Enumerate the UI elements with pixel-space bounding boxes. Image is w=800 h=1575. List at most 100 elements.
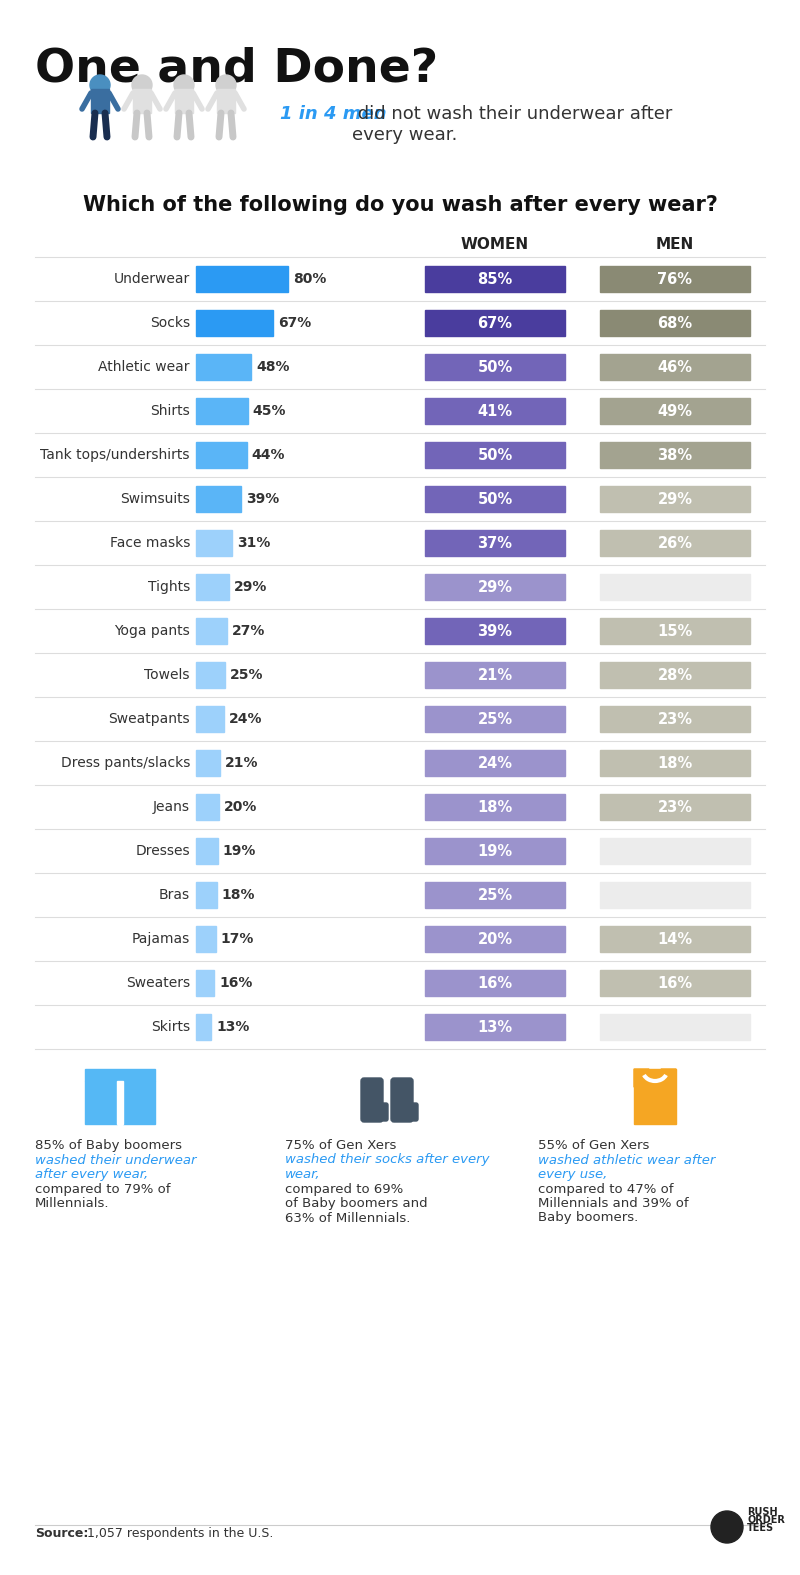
- Text: 25%: 25%: [230, 668, 263, 682]
- Bar: [425, 529, 565, 556]
- Text: 63% of Millennials.: 63% of Millennials.: [285, 1211, 410, 1224]
- Text: 67%: 67%: [478, 315, 513, 331]
- Text: 25%: 25%: [478, 887, 513, 902]
- Text: Underwear: Underwear: [114, 272, 190, 287]
- Text: 20%: 20%: [478, 931, 513, 947]
- Text: Athletic wear: Athletic wear: [98, 361, 190, 373]
- Text: R: R: [721, 1520, 733, 1534]
- Text: 50%: 50%: [478, 359, 513, 375]
- Text: 20%: 20%: [224, 800, 258, 814]
- Text: did not wash their underwear after
every wear.: did not wash their underwear after every…: [352, 106, 672, 143]
- Text: 85% of Baby boomers: 85% of Baby boomers: [35, 1139, 182, 1151]
- Text: One and Done?: One and Done?: [35, 47, 438, 91]
- Text: 85%: 85%: [478, 271, 513, 287]
- Bar: [425, 970, 565, 997]
- Bar: [175, 90, 193, 113]
- Text: 29%: 29%: [478, 580, 513, 594]
- Text: 16%: 16%: [478, 975, 513, 991]
- Bar: [425, 443, 565, 468]
- Bar: [425, 354, 565, 380]
- Text: MEN: MEN: [656, 236, 694, 252]
- Text: 19%: 19%: [478, 844, 513, 858]
- Text: 41%: 41%: [478, 403, 513, 419]
- Text: 21%: 21%: [478, 668, 513, 682]
- Text: 23%: 23%: [658, 712, 693, 726]
- Bar: [425, 838, 565, 865]
- Circle shape: [711, 1510, 743, 1544]
- Bar: [196, 485, 241, 512]
- Text: Dresses: Dresses: [135, 844, 190, 858]
- Text: 13%: 13%: [478, 1019, 513, 1035]
- Text: WOMEN: WOMEN: [461, 236, 529, 252]
- Text: 45%: 45%: [253, 405, 286, 417]
- Bar: [600, 794, 750, 821]
- Text: ORDER: ORDER: [747, 1515, 785, 1525]
- Text: 46%: 46%: [658, 359, 693, 375]
- Bar: [196, 398, 248, 424]
- Bar: [425, 1014, 565, 1040]
- Text: 80%: 80%: [293, 272, 326, 287]
- Text: 44%: 44%: [251, 447, 285, 461]
- Bar: [600, 1014, 750, 1040]
- Bar: [196, 443, 246, 468]
- Text: 16%: 16%: [658, 975, 693, 991]
- Text: 23%: 23%: [658, 800, 693, 814]
- Text: 75% of Gen Xers: 75% of Gen Xers: [285, 1139, 401, 1151]
- Text: Baby boomers.: Baby boomers.: [538, 1211, 638, 1224]
- Text: 17%: 17%: [221, 932, 254, 947]
- Text: Millennials.: Millennials.: [35, 1197, 110, 1210]
- Text: 67%: 67%: [278, 317, 311, 331]
- Text: 48%: 48%: [256, 361, 290, 373]
- Bar: [196, 573, 230, 600]
- Bar: [196, 970, 214, 997]
- Text: Face masks: Face masks: [110, 536, 190, 550]
- Bar: [196, 529, 232, 556]
- Text: 19%: 19%: [223, 844, 256, 858]
- Text: Skirts: Skirts: [151, 1021, 190, 1035]
- Text: 24%: 24%: [229, 712, 262, 726]
- Bar: [600, 443, 750, 468]
- Polygon shape: [661, 1069, 676, 1087]
- Text: Source:: Source:: [35, 1528, 88, 1540]
- Bar: [600, 926, 750, 953]
- Bar: [600, 398, 750, 424]
- Polygon shape: [123, 1080, 155, 1125]
- Bar: [425, 926, 565, 953]
- FancyBboxPatch shape: [391, 1077, 413, 1121]
- Text: 76%: 76%: [658, 271, 693, 287]
- Bar: [196, 838, 218, 865]
- Text: 25%: 25%: [478, 712, 513, 726]
- Bar: [425, 882, 565, 909]
- Text: 38%: 38%: [658, 447, 693, 463]
- Text: 39%: 39%: [478, 624, 513, 638]
- Bar: [85, 1069, 155, 1080]
- Text: 15%: 15%: [658, 624, 693, 638]
- Text: of Baby boomers and: of Baby boomers and: [285, 1197, 428, 1210]
- Bar: [600, 310, 750, 335]
- Bar: [117, 1080, 123, 1125]
- Text: Millennials and 39% of: Millennials and 39% of: [538, 1197, 689, 1210]
- Text: 29%: 29%: [234, 580, 268, 594]
- FancyBboxPatch shape: [364, 1102, 388, 1121]
- Text: Bras: Bras: [159, 888, 190, 902]
- Text: 18%: 18%: [658, 756, 693, 770]
- Text: 50%: 50%: [478, 447, 513, 463]
- Bar: [133, 90, 151, 113]
- Polygon shape: [85, 1080, 117, 1125]
- Text: 50%: 50%: [478, 491, 513, 507]
- Text: 26%: 26%: [658, 536, 693, 551]
- Text: 27%: 27%: [232, 624, 266, 638]
- Text: Tank tops/undershirts: Tank tops/undershirts: [41, 447, 190, 461]
- Bar: [196, 662, 225, 688]
- Text: Sweaters: Sweaters: [126, 976, 190, 991]
- Bar: [425, 794, 565, 821]
- Text: wear,: wear,: [285, 1169, 321, 1181]
- Bar: [196, 794, 219, 821]
- Text: 31%: 31%: [237, 536, 270, 550]
- Bar: [196, 1014, 211, 1040]
- Text: 24%: 24%: [478, 756, 513, 770]
- Text: 55% of Gen Xers: 55% of Gen Xers: [538, 1139, 654, 1151]
- Bar: [425, 398, 565, 424]
- Text: washed their underwear: washed their underwear: [35, 1153, 197, 1167]
- Bar: [425, 310, 565, 335]
